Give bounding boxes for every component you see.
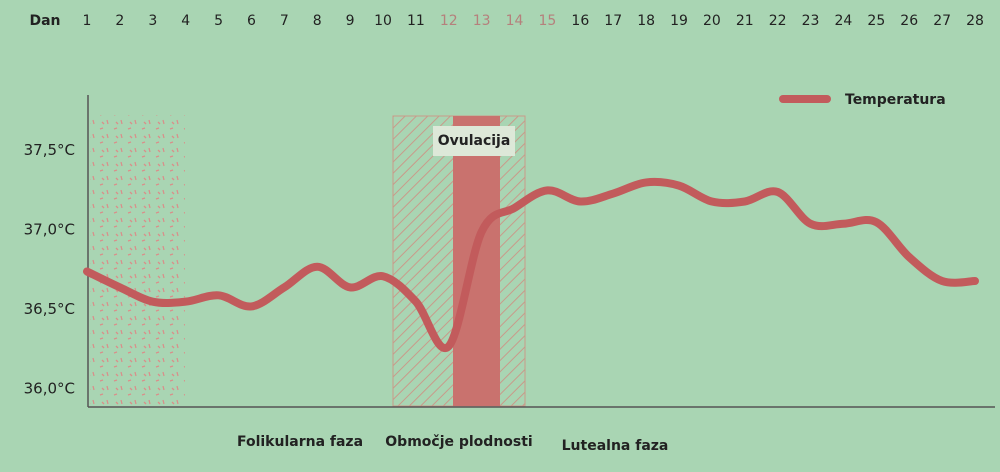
y-tick-label: 37,5°C	[24, 141, 75, 159]
phase-label: Območje plodnosti	[385, 434, 532, 450]
x-tick-label: 23	[802, 13, 820, 29]
y-tick-label: 37,0°C	[24, 221, 75, 239]
ovulation-label: Ovulacija	[438, 133, 511, 149]
x-tick-label: 26	[900, 13, 918, 29]
x-tick-label: 4	[181, 13, 190, 29]
x-tick-label: 18	[637, 13, 655, 29]
phase-label: Folikularna faza	[237, 434, 363, 450]
y-tick-label: 36,5°C	[24, 300, 75, 318]
ovulation-label-box	[433, 126, 515, 156]
x-tick-label: 3	[148, 13, 157, 29]
x-tick-label: 11	[407, 13, 425, 29]
x-tick-label: 19	[670, 13, 688, 29]
legend-label: Temperatura	[845, 92, 946, 108]
phase-label: Lutealna faza	[562, 438, 669, 454]
x-tick-label: 22	[769, 13, 787, 29]
x-tick-label: 20	[703, 13, 721, 29]
x-tick-label: 25	[867, 13, 885, 29]
x-tick-label: 24	[835, 13, 853, 29]
y-tick-label: 36,0°C	[24, 380, 75, 398]
x-tick-label: 12	[440, 13, 458, 29]
x-tick-label: 13	[473, 13, 491, 29]
temperature-line	[83, 177, 979, 353]
x-tick-label: 28	[966, 13, 984, 29]
x-tick-label: 6	[247, 13, 256, 29]
x-tick-label: 27	[933, 13, 951, 29]
x-tick-label: 14	[506, 13, 524, 29]
x-tick-label: 16	[571, 13, 589, 29]
x-tick-label: 1	[83, 13, 92, 29]
x-tick-label: 9	[346, 13, 355, 29]
x-tick-label: 17	[604, 13, 622, 29]
x-tick-label: 8	[313, 13, 322, 29]
menstruation-area	[90, 115, 185, 405]
x-tick-label: 5	[214, 13, 223, 29]
x-tick-label: 10	[374, 13, 392, 29]
x-tick-label: 2	[115, 13, 124, 29]
x-tick-label: 7	[280, 13, 289, 29]
x-axis-label: Dan	[29, 13, 60, 29]
x-tick-label: 15	[539, 13, 557, 29]
x-tick-label: 21	[736, 13, 754, 29]
